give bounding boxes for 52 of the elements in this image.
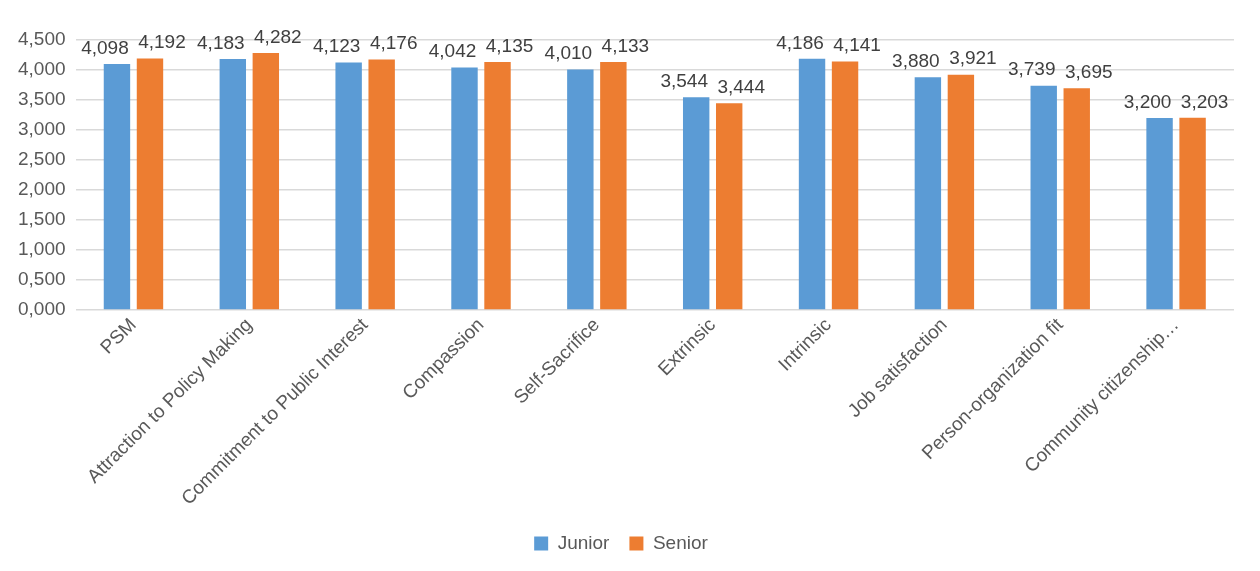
data-label: 4,141 (833, 34, 881, 56)
bar (716, 103, 743, 310)
bar (1030, 85, 1057, 310)
bar (947, 74, 975, 310)
bar (368, 59, 395, 310)
bar (451, 67, 478, 310)
bar (831, 61, 859, 310)
data-label: 4,186 (776, 31, 824, 53)
bar (682, 97, 710, 310)
y-tick-label: 3,500 (18, 88, 66, 110)
data-label: 4,176 (369, 32, 418, 54)
data-label: 3,203 (1180, 90, 1229, 112)
data-label: 4,123 (312, 35, 361, 57)
bar (1063, 88, 1090, 310)
bar (1146, 117, 1173, 310)
data-label: 3,544 (660, 70, 709, 92)
bar (1179, 117, 1206, 310)
bar (798, 58, 826, 310)
data-label: 3,695 (1064, 61, 1113, 83)
data-label: 3,200 (1123, 90, 1172, 112)
y-tick-label: 0,500 (18, 268, 66, 290)
y-tick-label: 2,500 (18, 148, 66, 170)
data-label: 3,880 (892, 49, 940, 71)
data-label: 3,921 (949, 47, 997, 69)
bar (136, 58, 164, 310)
y-tick-label: 0,000 (18, 298, 66, 320)
data-label: 3,444 (717, 76, 766, 98)
data-label: 4,010 (544, 42, 593, 64)
bar (484, 61, 511, 310)
legend-label: Senior (652, 531, 709, 553)
bar (914, 77, 942, 310)
bar (335, 62, 362, 310)
bar (567, 69, 594, 310)
data-label: 4,192 (138, 31, 186, 53)
data-label: 4,183 (197, 31, 245, 53)
data-label: 4,133 (601, 34, 650, 56)
data-label: 3,739 (1007, 58, 1056, 80)
data-label: 4,282 (254, 25, 302, 47)
y-tick-label: 4,000 (18, 58, 66, 80)
bar (600, 62, 627, 310)
legend-label: Junior (557, 531, 611, 553)
data-label: 4,042 (428, 40, 477, 62)
y-tick-label: 1,500 (18, 208, 66, 230)
y-tick-label: 3,000 (18, 118, 66, 140)
bar (219, 59, 247, 310)
y-tick-label: 4,500 (18, 28, 66, 50)
bar (103, 64, 131, 310)
data-label: 4,135 (485, 34, 534, 56)
data-label: 4,098 (81, 36, 129, 58)
y-tick-label: 2,000 (18, 178, 66, 200)
bar (252, 53, 280, 310)
y-tick-label: 1,000 (18, 238, 66, 260)
